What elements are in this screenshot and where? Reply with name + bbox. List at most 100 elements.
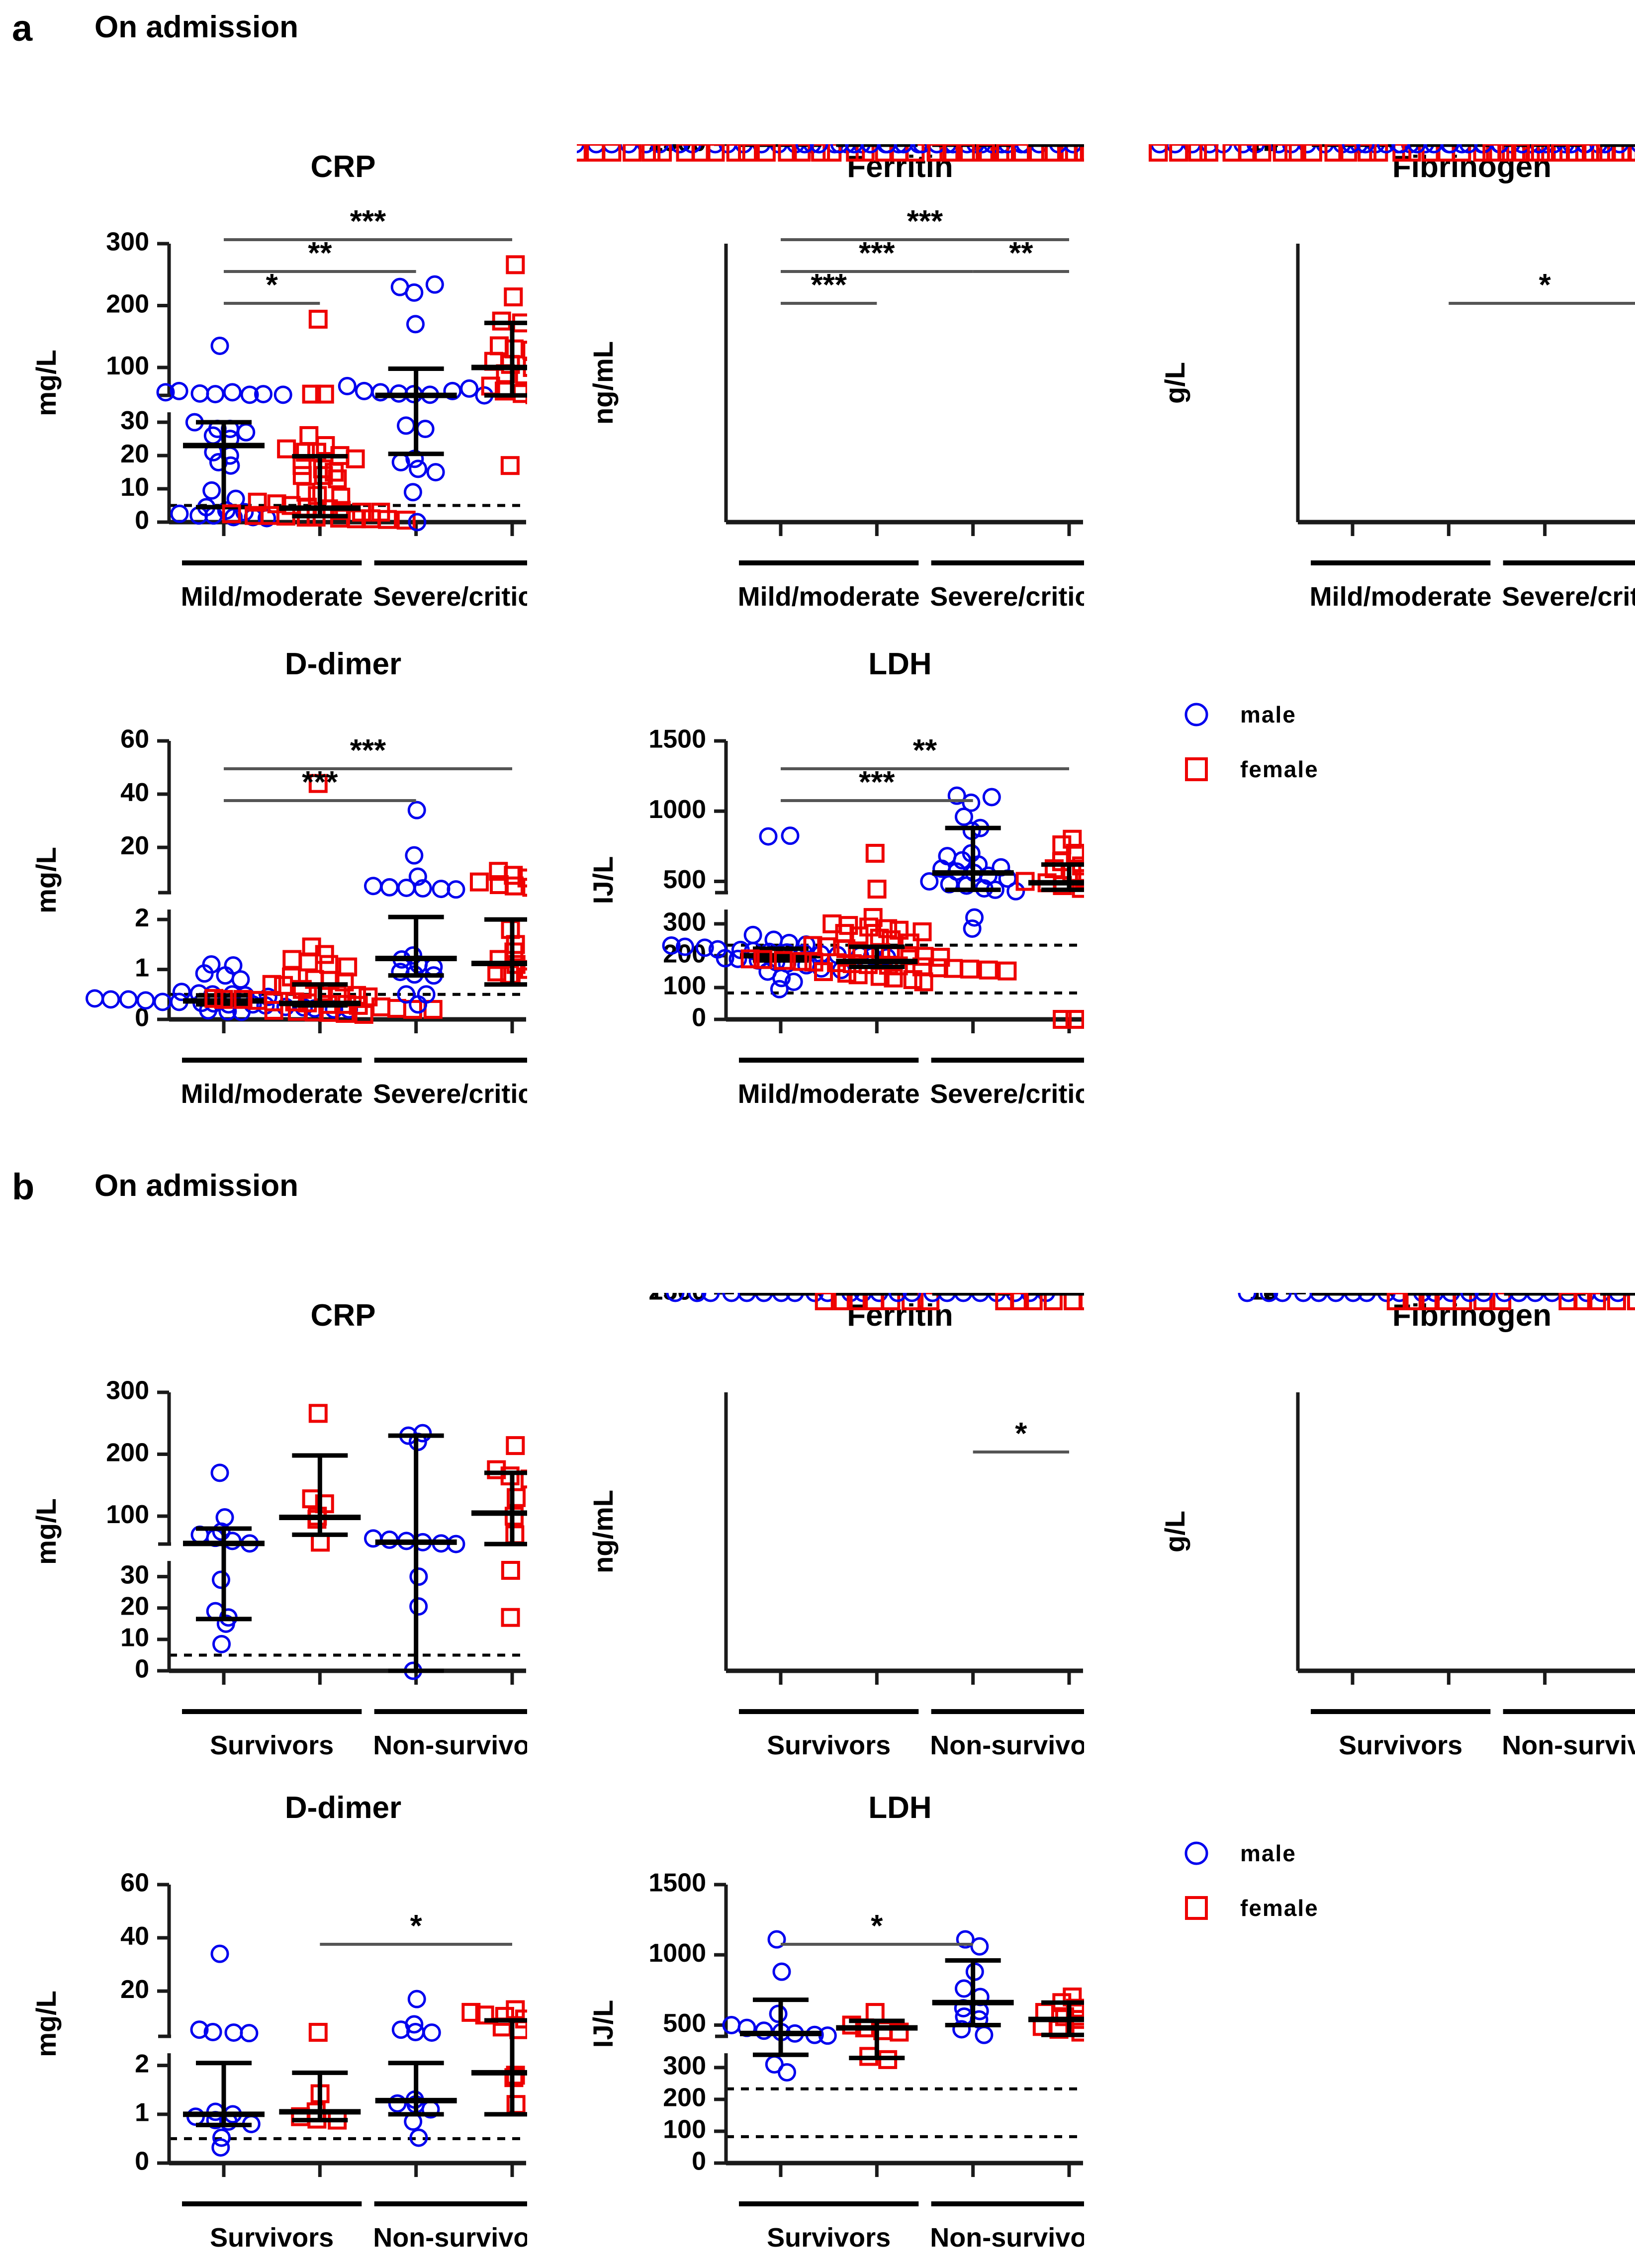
svg-text:***: *** xyxy=(907,204,943,239)
chart-b-ldh: LDH IJ/L 0 100 200 300 500 1000 1500 Survivors Non… xyxy=(577,1785,1084,2263)
svg-text:300: 300 xyxy=(106,228,149,257)
svg-text:60: 60 xyxy=(120,725,149,754)
svg-text:IJ/L: IJ/L xyxy=(587,856,619,904)
svg-text:100: 100 xyxy=(106,1500,149,1529)
svg-text:g/L: g/L xyxy=(1159,362,1190,404)
svg-text:mg/L: mg/L xyxy=(30,847,62,913)
chart-b-ferritin: Ferritinng/mL0500100015002000SurvivorsNo… xyxy=(577,1293,1084,1770)
svg-text:2: 2 xyxy=(135,2049,149,2078)
svg-text:*: * xyxy=(410,1909,423,1943)
legend-label-male: male xyxy=(1240,1840,1296,1866)
svg-text:Mild/moderate: Mild/moderate xyxy=(738,582,920,612)
svg-text:1500: 1500 xyxy=(648,725,706,754)
chart-b-ddimer: D-dimer mg/L 0 1 2 20 40 60 Survivors Non-survivo… xyxy=(20,1785,527,2263)
chart-a-crp: CRP mg/L 0 10 20 30 100 200 300 Mild/moderate Seve… xyxy=(20,144,527,622)
circle-icon xyxy=(1183,1840,1209,1866)
svg-text:500: 500 xyxy=(663,2009,706,2038)
svg-text:1: 1 xyxy=(135,2098,149,2127)
legend-item-male: male xyxy=(1183,1840,1319,1867)
svg-text:D-dimer: D-dimer xyxy=(285,1791,401,1825)
svg-text:1000: 1000 xyxy=(648,1293,706,1306)
svg-text:Survivors: Survivors xyxy=(1339,1730,1462,1760)
svg-text:20: 20 xyxy=(120,831,149,860)
svg-text:ng/mL: ng/mL xyxy=(587,1490,619,1573)
svg-text:100: 100 xyxy=(663,2115,706,2144)
legend-item-female: female xyxy=(1183,756,1319,783)
svg-text:Survivors: Survivors xyxy=(767,1730,891,1760)
svg-text:0: 0 xyxy=(692,2147,706,2176)
chart-a-fibrinogen: Fibrinogeng/L0246810Mild/moderateSevere/… xyxy=(1149,144,1635,622)
svg-text:*: * xyxy=(1539,268,1551,302)
svg-text:300: 300 xyxy=(663,2052,706,2081)
svg-text:*: * xyxy=(266,268,278,302)
svg-text:40: 40 xyxy=(120,1922,149,1951)
circle-icon xyxy=(1183,702,1209,727)
svg-text:***: *** xyxy=(859,236,895,271)
svg-text:**: ** xyxy=(913,733,937,768)
svg-text:mg/L: mg/L xyxy=(30,350,62,416)
square-icon xyxy=(1183,1895,1209,1921)
svg-text:***: *** xyxy=(859,765,895,800)
svg-text:1000: 1000 xyxy=(648,1939,706,1968)
svg-text:200: 200 xyxy=(106,289,149,318)
panel-a-letter: a xyxy=(12,7,33,49)
svg-text:0: 0 xyxy=(135,506,149,535)
svg-text:10: 10 xyxy=(120,1624,149,1652)
legend-panel-a: male female xyxy=(1183,701,1319,811)
svg-text:D-dimer: D-dimer xyxy=(285,647,401,681)
panel-b-letter: b xyxy=(12,1166,35,1207)
svg-text:Severe/critical: Severe/critical xyxy=(930,1079,1084,1109)
svg-text:200: 200 xyxy=(663,2084,706,2112)
svg-text:Severe/critical: Severe/critical xyxy=(373,582,527,612)
svg-text:Survivors: Survivors xyxy=(210,1730,334,1760)
svg-text:g/L: g/L xyxy=(1159,1511,1190,1552)
svg-text:0: 0 xyxy=(692,1003,706,1032)
svg-text:mg/L: mg/L xyxy=(30,1991,62,2057)
svg-text:1500: 1500 xyxy=(648,1869,706,1898)
svg-text:Non-survivors: Non-survivors xyxy=(930,2223,1084,2253)
svg-text:1500: 1500 xyxy=(648,1293,706,1306)
square-icon xyxy=(1183,756,1209,782)
chart-a-ferritin: Ferritinng/mL0500100015002000Mild/modera… xyxy=(577,144,1084,622)
svg-text:500: 500 xyxy=(663,865,706,894)
svg-text:40: 40 xyxy=(120,778,149,807)
svg-text:Mild/moderate: Mild/moderate xyxy=(181,1079,363,1109)
legend-item-female: female xyxy=(1183,1895,1319,1921)
svg-text:***: *** xyxy=(350,204,386,239)
legend-label-female: female xyxy=(1240,756,1319,782)
svg-text:20: 20 xyxy=(120,440,149,468)
svg-text:Non-survivors: Non-survivors xyxy=(930,1730,1084,1760)
svg-text:CRP: CRP xyxy=(311,150,376,184)
svg-text:2: 2 xyxy=(135,904,149,932)
chart-a-ldh: LDH IJ/L 0 100 200 300 500 1000 1500 Mild/moderat… xyxy=(577,641,1084,1119)
chart-a-ddimer: D-dimer mg/L 0 1 2 20 40 60 Mild/moderate Severe/… xyxy=(20,641,527,1119)
svg-text:mg/L: mg/L xyxy=(30,1498,62,1565)
svg-text:Mild/moderate: Mild/moderate xyxy=(738,1079,920,1109)
svg-text:Non-survivors: Non-survivors xyxy=(373,1730,527,1760)
svg-text:LDH: LDH xyxy=(868,1791,931,1825)
svg-text:***: *** xyxy=(302,765,338,800)
svg-text:***: *** xyxy=(811,268,847,302)
svg-text:***: *** xyxy=(350,733,386,768)
svg-text:100: 100 xyxy=(106,352,149,380)
svg-text:20: 20 xyxy=(120,1592,149,1621)
svg-text:0: 0 xyxy=(135,1655,149,1684)
svg-text:Severe/critical: Severe/critical xyxy=(930,582,1084,612)
svg-text:1000: 1000 xyxy=(648,795,706,824)
legend-panel-b: male female xyxy=(1183,1840,1319,1949)
svg-text:IJ/L: IJ/L xyxy=(587,2000,619,2048)
svg-text:CRP: CRP xyxy=(311,1298,376,1333)
svg-text:Severe/critical: Severe/critical xyxy=(1502,582,1635,612)
svg-text:Mild/moderate: Mild/moderate xyxy=(181,582,363,612)
panel-a-title: On admission xyxy=(94,10,298,44)
svg-text:*: * xyxy=(1015,1417,1027,1451)
svg-text:300: 300 xyxy=(106,1376,149,1405)
svg-text:60: 60 xyxy=(120,1869,149,1898)
panel-b-title: On admission xyxy=(94,1169,298,1203)
svg-text:Non-survivors: Non-survivors xyxy=(373,2223,527,2253)
svg-text:*: * xyxy=(871,1909,883,1943)
svg-text:200: 200 xyxy=(106,1438,149,1467)
svg-text:10: 10 xyxy=(120,473,149,502)
svg-text:300: 300 xyxy=(663,908,706,937)
svg-text:30: 30 xyxy=(120,406,149,435)
